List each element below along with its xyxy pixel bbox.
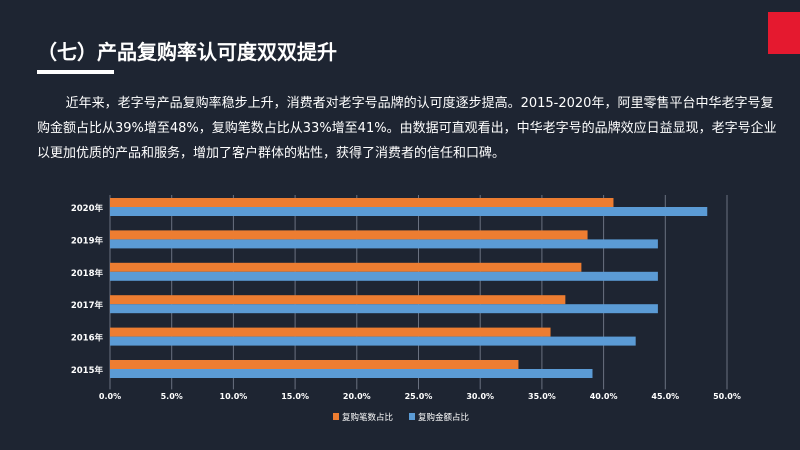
- legend-label: 复购笔数占比: [342, 412, 393, 423]
- x-tick-label: 15.0%: [281, 392, 309, 401]
- x-tick-label: 0.0%: [99, 392, 121, 401]
- bar-count: [110, 295, 566, 305]
- x-tick-label: 50.0%: [713, 392, 741, 401]
- legend-swatch: [409, 413, 415, 420]
- x-tick-label: 30.0%: [466, 392, 494, 401]
- y-tick-label: 2019年: [71, 235, 104, 246]
- bar-count: [110, 262, 582, 272]
- bar-amount: [110, 304, 658, 314]
- bar-count: [110, 198, 614, 207]
- page-title: （七）产品复购率认可度双双提升: [37, 40, 337, 64]
- bar-amount: [110, 369, 593, 378]
- bar-amount: [110, 239, 658, 249]
- y-tick-label: 2020年: [71, 203, 104, 214]
- y-tick-label: 2016年: [71, 333, 104, 344]
- x-tick-label: 35.0%: [528, 392, 556, 401]
- bar-count: [110, 327, 551, 337]
- y-tick-label: 2015年: [71, 365, 104, 376]
- x-tick-label: 45.0%: [651, 392, 679, 401]
- title-underline: [37, 70, 114, 74]
- bar-amount: [110, 336, 636, 346]
- y-tick-label: 2018年: [71, 268, 104, 279]
- bar-amount: [110, 207, 708, 216]
- bar-count: [110, 360, 519, 369]
- legend-swatch: [333, 413, 339, 420]
- body-paragraph: 近年来，老字号产品复购率稳步上升，消费者对老字号品牌的认可度逐步提高。2015-…: [37, 96, 777, 161]
- y-tick-label: 2017年: [71, 300, 104, 311]
- x-tick-label: 20.0%: [343, 392, 371, 401]
- bar-count: [110, 230, 588, 240]
- x-tick-label: 5.0%: [161, 392, 183, 401]
- accent-block: [768, 12, 800, 54]
- x-tick-label: 25.0%: [405, 392, 433, 401]
- bar-amount: [110, 271, 658, 281]
- x-tick-label: 40.0%: [590, 392, 618, 401]
- x-tick-label: 10.0%: [220, 392, 248, 401]
- legend-label: 复购金额占比: [418, 412, 469, 423]
